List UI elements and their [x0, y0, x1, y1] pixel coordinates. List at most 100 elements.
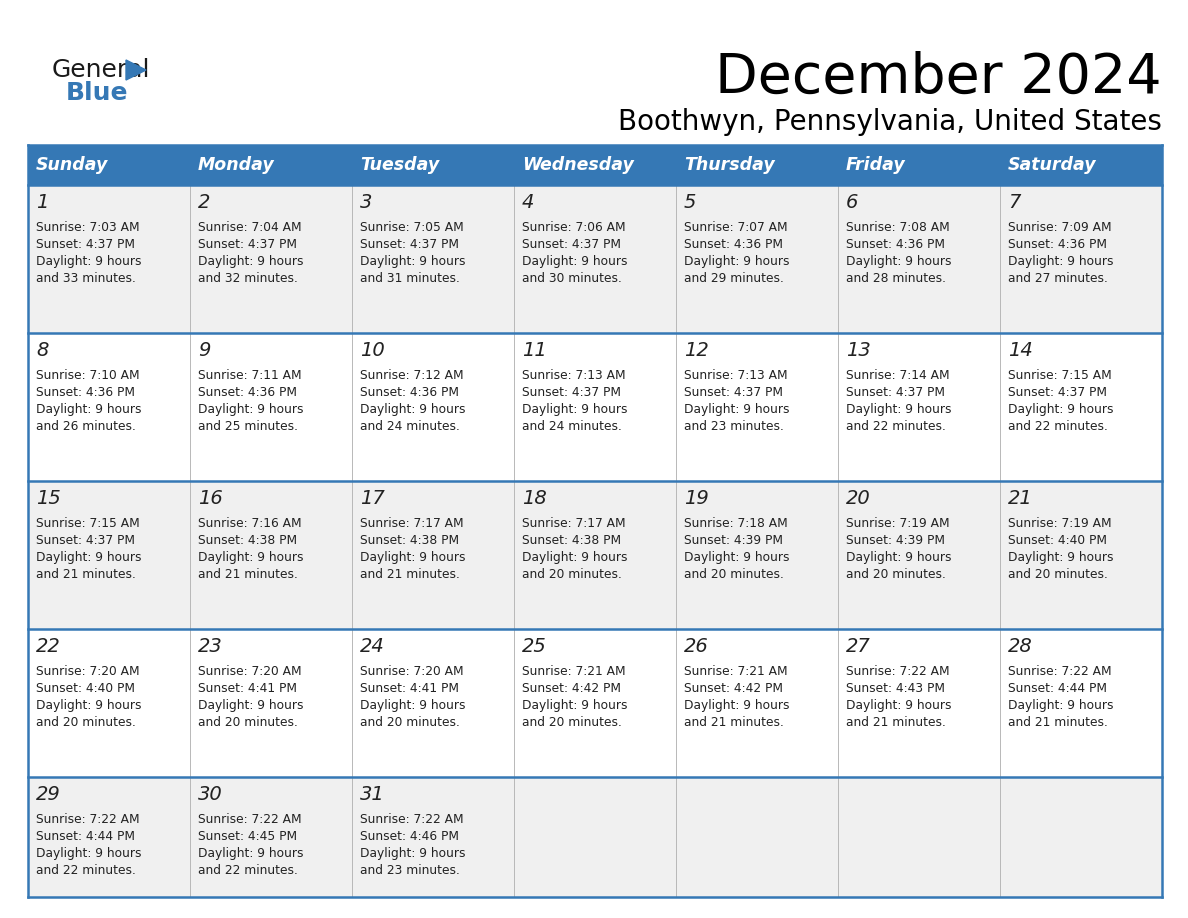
Text: and 21 minutes.: and 21 minutes.: [846, 716, 946, 729]
Text: Daylight: 9 hours: Daylight: 9 hours: [522, 551, 627, 564]
Bar: [352, 481, 514, 629]
Text: and 24 minutes.: and 24 minutes.: [360, 420, 460, 433]
Text: and 20 minutes.: and 20 minutes.: [522, 568, 621, 581]
Bar: [838, 629, 1000, 777]
Text: and 22 minutes.: and 22 minutes.: [36, 864, 135, 877]
Bar: [838, 333, 1000, 481]
Text: Sunrise: 7:22 AM: Sunrise: 7:22 AM: [36, 813, 140, 826]
Text: 3: 3: [360, 193, 372, 212]
Text: Daylight: 9 hours: Daylight: 9 hours: [684, 551, 790, 564]
Bar: [29, 333, 190, 481]
Text: Monday: Monday: [198, 156, 274, 174]
Text: 18: 18: [522, 489, 546, 508]
Text: Sunrise: 7:21 AM: Sunrise: 7:21 AM: [684, 665, 788, 678]
Bar: [1000, 629, 1162, 777]
Bar: [1000, 145, 1162, 185]
Text: Sunset: 4:36 PM: Sunset: 4:36 PM: [846, 238, 944, 251]
Bar: [1000, 333, 1162, 481]
Bar: [29, 145, 190, 185]
Text: Daylight: 9 hours: Daylight: 9 hours: [846, 255, 952, 268]
Text: 8: 8: [36, 341, 49, 360]
Text: Sunset: 4:36 PM: Sunset: 4:36 PM: [360, 386, 459, 399]
Text: Daylight: 9 hours: Daylight: 9 hours: [198, 699, 303, 712]
Text: Sunrise: 7:22 AM: Sunrise: 7:22 AM: [1007, 665, 1112, 678]
Bar: [676, 481, 838, 629]
Text: and 22 minutes.: and 22 minutes.: [846, 420, 946, 433]
Text: Wednesday: Wednesday: [522, 156, 634, 174]
Text: Boothwyn, Pennsylvania, United States: Boothwyn, Pennsylvania, United States: [618, 108, 1162, 136]
Text: Daylight: 9 hours: Daylight: 9 hours: [522, 699, 627, 712]
Text: Daylight: 9 hours: Daylight: 9 hours: [36, 551, 141, 564]
Text: 19: 19: [684, 489, 709, 508]
Text: Sunrise: 7:20 AM: Sunrise: 7:20 AM: [360, 665, 463, 678]
Text: 30: 30: [198, 785, 223, 804]
Text: Sunrise: 7:05 AM: Sunrise: 7:05 AM: [360, 221, 463, 234]
Text: 25: 25: [522, 637, 546, 656]
Bar: [190, 777, 352, 897]
Text: and 21 minutes.: and 21 minutes.: [684, 716, 784, 729]
Text: Sunset: 4:37 PM: Sunset: 4:37 PM: [36, 238, 135, 251]
Text: 13: 13: [846, 341, 871, 360]
Text: Sunset: 4:36 PM: Sunset: 4:36 PM: [684, 238, 783, 251]
Text: Sunset: 4:37 PM: Sunset: 4:37 PM: [198, 238, 297, 251]
Text: and 30 minutes.: and 30 minutes.: [522, 272, 621, 285]
Text: 11: 11: [522, 341, 546, 360]
Text: Sunrise: 7:04 AM: Sunrise: 7:04 AM: [198, 221, 302, 234]
Text: Daylight: 9 hours: Daylight: 9 hours: [198, 847, 303, 860]
Text: Sunrise: 7:19 AM: Sunrise: 7:19 AM: [1007, 517, 1112, 530]
Text: and 20 minutes.: and 20 minutes.: [684, 568, 784, 581]
Text: and 27 minutes.: and 27 minutes.: [1007, 272, 1108, 285]
Text: Sunrise: 7:13 AM: Sunrise: 7:13 AM: [522, 369, 626, 382]
Text: Daylight: 9 hours: Daylight: 9 hours: [1007, 255, 1113, 268]
Text: Sunrise: 7:20 AM: Sunrise: 7:20 AM: [198, 665, 302, 678]
Text: Daylight: 9 hours: Daylight: 9 hours: [360, 551, 466, 564]
Bar: [190, 145, 352, 185]
Text: Daylight: 9 hours: Daylight: 9 hours: [36, 255, 141, 268]
Text: Sunset: 4:40 PM: Sunset: 4:40 PM: [1007, 534, 1107, 547]
Bar: [676, 333, 838, 481]
Text: and 24 minutes.: and 24 minutes.: [522, 420, 621, 433]
Text: Sunrise: 7:09 AM: Sunrise: 7:09 AM: [1007, 221, 1112, 234]
Text: and 23 minutes.: and 23 minutes.: [360, 864, 460, 877]
Text: Saturday: Saturday: [1007, 156, 1097, 174]
Text: and 20 minutes.: and 20 minutes.: [36, 716, 135, 729]
Text: Daylight: 9 hours: Daylight: 9 hours: [522, 255, 627, 268]
Text: Daylight: 9 hours: Daylight: 9 hours: [360, 847, 466, 860]
Text: Sunrise: 7:17 AM: Sunrise: 7:17 AM: [360, 517, 463, 530]
Text: Sunset: 4:39 PM: Sunset: 4:39 PM: [846, 534, 944, 547]
Text: 26: 26: [684, 637, 709, 656]
Text: and 32 minutes.: and 32 minutes.: [198, 272, 298, 285]
Text: 6: 6: [846, 193, 859, 212]
Text: Sunset: 4:42 PM: Sunset: 4:42 PM: [684, 682, 783, 695]
Text: Daylight: 9 hours: Daylight: 9 hours: [846, 551, 952, 564]
Bar: [514, 777, 676, 897]
Bar: [352, 777, 514, 897]
Text: Sunset: 4:45 PM: Sunset: 4:45 PM: [198, 830, 297, 843]
Bar: [1000, 777, 1162, 897]
Text: Sunset: 4:37 PM: Sunset: 4:37 PM: [684, 386, 783, 399]
Text: 27: 27: [846, 637, 871, 656]
Bar: [190, 185, 352, 333]
Bar: [676, 629, 838, 777]
Bar: [838, 145, 1000, 185]
Text: Sunrise: 7:18 AM: Sunrise: 7:18 AM: [684, 517, 788, 530]
Text: Sunrise: 7:06 AM: Sunrise: 7:06 AM: [522, 221, 626, 234]
Text: Sunset: 4:38 PM: Sunset: 4:38 PM: [360, 534, 459, 547]
Text: Sunset: 4:41 PM: Sunset: 4:41 PM: [360, 682, 459, 695]
Bar: [29, 629, 190, 777]
Text: Daylight: 9 hours: Daylight: 9 hours: [198, 255, 303, 268]
Text: Daylight: 9 hours: Daylight: 9 hours: [1007, 551, 1113, 564]
Text: 17: 17: [360, 489, 385, 508]
Text: Tuesday: Tuesday: [360, 156, 440, 174]
Bar: [514, 145, 676, 185]
Text: Sunrise: 7:20 AM: Sunrise: 7:20 AM: [36, 665, 140, 678]
Text: and 20 minutes.: and 20 minutes.: [846, 568, 946, 581]
Text: 7: 7: [1007, 193, 1020, 212]
Text: 22: 22: [36, 637, 61, 656]
Text: and 20 minutes.: and 20 minutes.: [360, 716, 460, 729]
Bar: [190, 481, 352, 629]
Text: Sunset: 4:39 PM: Sunset: 4:39 PM: [684, 534, 783, 547]
Text: Sunrise: 7:16 AM: Sunrise: 7:16 AM: [198, 517, 302, 530]
Text: 9: 9: [198, 341, 210, 360]
Text: 2: 2: [198, 193, 210, 212]
